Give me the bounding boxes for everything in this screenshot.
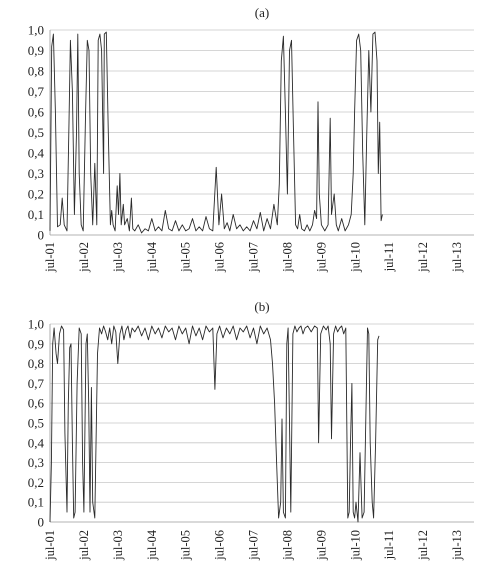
chart-a: (a) 0 0,1 0,2 0,3 0,4 0,5 0,6 0,7 0,8 0,9 1,0 jul-01… bbox=[28, 5, 474, 273]
chart-a-xtick-label: jul-11 bbox=[382, 242, 396, 272]
chart-a-xtick-label: jul-05 bbox=[179, 242, 193, 273]
chart-b-ytick-label: 0,3 bbox=[28, 455, 44, 470]
chart-b-title: (b) bbox=[254, 299, 269, 314]
chart-b-xtick-label: jul-07 bbox=[247, 530, 261, 561]
chart-b-ytick-label: 0,9 bbox=[28, 336, 44, 351]
chart-b-ytick-label: 0,6 bbox=[28, 396, 45, 411]
chart-b-xtick-label: jul-13 bbox=[450, 530, 464, 561]
chart-b: (b) 0 0,1 0,2 0,3 0,4 0,5 0,6 0,7 0,8 0,9 1,0 jul-01… bbox=[28, 299, 474, 561]
chart-b-ytick-label: 1,0 bbox=[28, 317, 44, 332]
chart-a-xtick-label: jul-12 bbox=[416, 242, 430, 273]
chart-a-ytick-label: 0,1 bbox=[28, 207, 44, 222]
chart-b-xtick-label: jul-05 bbox=[179, 530, 193, 561]
chart-a-ytick-label: 0,4 bbox=[28, 146, 45, 161]
chart-b-ytick-label: 0,7 bbox=[28, 376, 45, 391]
chart-b-xtick-label: jul-10 bbox=[348, 530, 362, 561]
chart-b-xtick-label: jul-02 bbox=[77, 530, 91, 561]
chart-b-xtick-label: jul-06 bbox=[213, 530, 227, 561]
chart-b-ytick-label: 0 bbox=[38, 515, 45, 530]
chart-a-xtick-label: jul-10 bbox=[348, 242, 362, 273]
chart-a-xtick-label: jul-13 bbox=[450, 242, 464, 273]
chart-b-xtick-label: jul-08 bbox=[280, 530, 294, 561]
chart-a-ytick-label: 0,5 bbox=[28, 125, 44, 140]
chart-b-xtick-label: jul-03 bbox=[111, 530, 125, 561]
chart-a-xtick-label: jul-09 bbox=[314, 242, 328, 273]
chart-a-ytick-label: 0,8 bbox=[28, 64, 44, 79]
chart-a-ytick-label: 0,6 bbox=[28, 105, 45, 120]
chart-b-series-line bbox=[49, 325, 380, 523]
chart-b-xtick-label: jul-09 bbox=[314, 530, 328, 561]
chart-b-ytick-label: 0,4 bbox=[28, 435, 45, 450]
chart-a-ytick-label: 0,9 bbox=[28, 43, 44, 58]
chart-a-ytick-label: 0,2 bbox=[28, 187, 44, 202]
chart-a-xtick-label: jul-01 bbox=[43, 242, 57, 273]
chart-a-ytick-label: 0 bbox=[38, 228, 45, 243]
chart-a-xtick-label: jul-02 bbox=[77, 242, 91, 273]
chart-b-ytick-label: 0,5 bbox=[28, 416, 44, 431]
chart-a-xtick-label: jul-04 bbox=[145, 241, 159, 273]
chart-a-series-line bbox=[49, 31, 383, 234]
chart-b-ytick-label: 0,8 bbox=[28, 356, 44, 371]
chart-a-ytick-label: 0,3 bbox=[28, 166, 44, 181]
chart-a-ytick-label: 1,0 bbox=[28, 23, 44, 38]
chart-b-ytick-label: 0,2 bbox=[28, 475, 44, 490]
chart-b-xtick-label: jul-01 bbox=[43, 530, 57, 561]
chart-a-xtick-label: jul-03 bbox=[111, 242, 125, 273]
chart-a-xtick-label: jul-06 bbox=[213, 242, 227, 273]
chart-b-xtick-label: jul-12 bbox=[416, 530, 430, 561]
chart-b-xtick-label: jul-04 bbox=[145, 529, 159, 561]
chart-a-xtick-label: jul-07 bbox=[247, 242, 261, 273]
chart-b-ytick-label: 0,1 bbox=[28, 495, 44, 510]
chart-a-ytick-label: 0,7 bbox=[28, 84, 45, 99]
chart-a-xtick-label: jul-08 bbox=[280, 242, 294, 273]
chart-b-xtick-label: jul-11 bbox=[382, 530, 396, 560]
chart-a-title: (a) bbox=[255, 5, 269, 20]
